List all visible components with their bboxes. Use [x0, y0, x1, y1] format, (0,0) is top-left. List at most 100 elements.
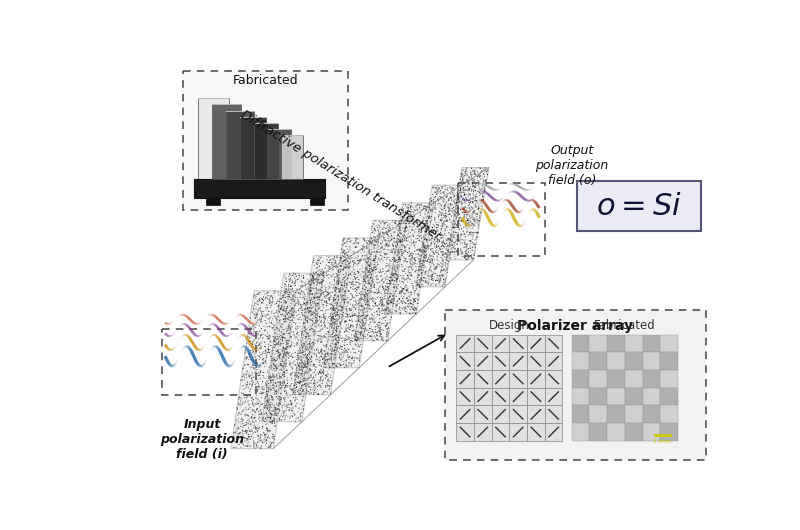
Point	[282, 290, 294, 299]
Point	[366, 268, 378, 276]
Point	[317, 347, 330, 355]
Point	[395, 216, 408, 225]
Point	[337, 265, 350, 273]
Point	[242, 332, 254, 341]
Point	[441, 268, 454, 277]
Point	[426, 272, 438, 280]
Point	[435, 182, 448, 191]
Point	[296, 366, 309, 375]
Point	[359, 258, 372, 266]
Point	[469, 210, 482, 218]
Point	[331, 310, 344, 319]
Point	[348, 303, 361, 312]
Point	[386, 242, 399, 250]
Point	[338, 277, 351, 285]
Point	[469, 217, 482, 225]
Point	[391, 221, 404, 229]
Point	[276, 325, 289, 333]
Point	[274, 334, 287, 342]
Point	[274, 380, 286, 388]
Point	[282, 390, 294, 399]
Point	[251, 382, 264, 391]
Point	[310, 316, 323, 325]
Point	[327, 324, 340, 332]
Point	[284, 381, 297, 390]
Point	[387, 289, 400, 298]
Point	[387, 234, 400, 243]
Point	[240, 353, 253, 361]
Point	[479, 176, 492, 185]
Point	[274, 341, 286, 350]
Point	[298, 322, 310, 330]
Point	[294, 373, 306, 381]
Point	[462, 237, 475, 245]
Point	[306, 343, 318, 351]
Point	[239, 427, 252, 435]
Point	[274, 335, 287, 344]
Point	[297, 370, 310, 378]
Point	[249, 428, 262, 436]
Point	[314, 366, 326, 375]
Point	[373, 323, 386, 331]
Point	[246, 381, 258, 390]
Point	[388, 269, 401, 278]
Point	[290, 340, 303, 348]
Point	[353, 309, 366, 317]
Point	[431, 274, 444, 282]
Point	[357, 310, 370, 318]
Bar	[642, 423, 660, 441]
Point	[282, 320, 295, 329]
Point	[463, 200, 476, 209]
Point	[325, 347, 338, 356]
Point	[412, 254, 425, 262]
Point	[340, 256, 353, 264]
Point	[341, 262, 354, 271]
Point	[311, 293, 324, 301]
Point	[314, 306, 327, 315]
Point	[264, 352, 277, 360]
Point	[430, 241, 443, 250]
Point	[462, 215, 474, 224]
Point	[380, 224, 393, 233]
Point	[342, 263, 355, 271]
Point	[390, 238, 403, 247]
Point	[282, 326, 295, 334]
Point	[242, 383, 255, 392]
Point	[270, 381, 283, 390]
Point	[325, 355, 338, 363]
Point	[283, 311, 296, 320]
Point	[264, 409, 277, 418]
Point	[255, 410, 268, 418]
Point	[334, 328, 346, 336]
Point	[388, 266, 401, 274]
Point	[274, 289, 287, 297]
Point	[300, 329, 313, 337]
Point	[305, 324, 318, 333]
Point	[334, 284, 347, 293]
Point	[299, 359, 312, 367]
Point	[378, 306, 390, 315]
Point	[454, 233, 466, 241]
Point	[330, 343, 342, 351]
Point	[314, 360, 327, 368]
Point	[316, 333, 329, 342]
Point	[479, 178, 492, 186]
Point	[469, 187, 482, 195]
Point	[262, 366, 274, 374]
Point	[393, 223, 406, 232]
Point	[278, 297, 291, 306]
Point	[321, 387, 334, 396]
Point	[263, 369, 276, 377]
Point	[382, 329, 395, 338]
Point	[262, 332, 275, 340]
Point	[419, 248, 432, 257]
Point	[422, 279, 435, 288]
Point	[252, 382, 265, 391]
Point	[254, 294, 266, 303]
Point	[423, 251, 436, 259]
Point	[414, 201, 426, 210]
Point	[264, 341, 277, 350]
Point	[300, 384, 313, 393]
Point	[295, 348, 308, 357]
Point	[421, 219, 434, 228]
